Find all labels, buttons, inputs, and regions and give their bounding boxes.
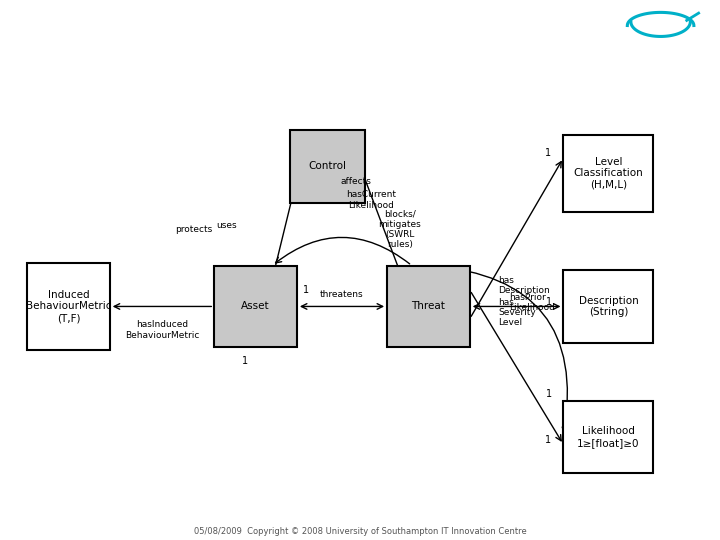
Text: 05/08/2009  Copyright © 2008 University of Southampton IT Innovation Centre: 05/08/2009 Copyright © 2008 University o…	[194, 527, 526, 536]
Text: 1: 1	[302, 285, 309, 295]
Text: 1: 1	[544, 435, 551, 445]
Text: serscis: serscis	[634, 50, 688, 64]
Text: 1: 1	[242, 356, 248, 366]
Text: SERSCIS Domain Ontology: SERSCIS Domain Ontology	[11, 24, 325, 49]
Bar	[563, 135, 654, 212]
Text: affects: affects	[341, 177, 372, 186]
Bar	[563, 401, 654, 474]
Text: Asset: Asset	[241, 301, 270, 312]
Bar	[289, 130, 366, 202]
Text: protects: protects	[175, 225, 212, 234]
Bar	[27, 263, 109, 350]
Text: threatens: threatens	[320, 291, 364, 299]
Text: hasPrior
Likelihood: hasPrior Likelihood	[510, 293, 555, 312]
Text: 1: 1	[546, 297, 552, 307]
Text: Control: Control	[309, 161, 346, 171]
Text: has
Severity
Level: has Severity Level	[498, 298, 536, 327]
Text: 1: 1	[546, 389, 552, 399]
Text: Likelihood
1≥[float]≥0: Likelihood 1≥[float]≥0	[577, 427, 639, 448]
Text: Threat: Threat	[411, 301, 446, 312]
Bar	[215, 266, 297, 347]
Text: Level
Classification
(H,M,L): Level Classification (H,M,L)	[574, 157, 643, 190]
Text: Induced
BehaviourMetric
(T,F): Induced BehaviourMetric (T,F)	[26, 290, 111, 323]
Text: hasInduced
BehaviourMetric: hasInduced BehaviourMetric	[125, 320, 199, 340]
Text: has
Description: has Description	[498, 276, 550, 295]
Text: blocks/
mitigates
(SWRL
rules): blocks/ mitigates (SWRL rules)	[378, 210, 421, 249]
Bar	[563, 270, 654, 343]
Bar	[387, 266, 470, 347]
Text: 1: 1	[544, 148, 551, 158]
Text: hasCurrent
Likelihood: hasCurrent Likelihood	[346, 191, 396, 210]
Text: uses: uses	[217, 221, 237, 231]
Text: Description
(String): Description (String)	[579, 295, 638, 317]
